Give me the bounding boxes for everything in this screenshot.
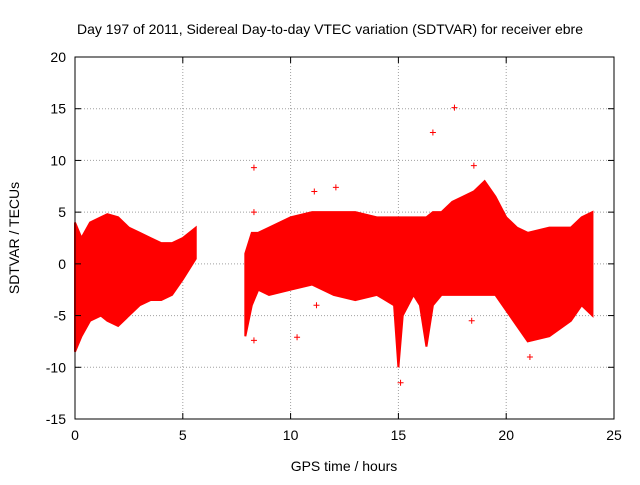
y-tick-label: 20 [50, 49, 66, 65]
y-tick-label: 5 [58, 204, 66, 220]
y-tick-label: -10 [46, 359, 66, 375]
y-tick-label: 10 [50, 152, 66, 168]
outlier-point [250, 164, 257, 171]
outlier-point [313, 302, 320, 309]
x-axis-label: GPS time / hours [291, 458, 398, 474]
outlier-point [451, 104, 458, 111]
y-tick-label: 0 [58, 256, 66, 272]
y-tick-label: -15 [46, 411, 66, 427]
y-axis-label: SDTVAR / TECUs [6, 182, 22, 294]
outlier-point [250, 209, 257, 216]
x-tick-label: 20 [498, 427, 514, 443]
x-tick-label: 0 [71, 427, 79, 443]
outlier-point [470, 162, 477, 169]
outlier-point [468, 317, 475, 324]
outlier-point [526, 353, 533, 360]
x-tick-label: 10 [283, 427, 299, 443]
y-tick-label: 15 [50, 101, 66, 117]
data-band-segment-2 [244, 179, 594, 368]
x-tick-label: 25 [606, 427, 622, 443]
outlier-point [332, 184, 339, 191]
y-tick-label: -5 [54, 308, 67, 324]
chart-title: Day 197 of 2011, Sidereal Day-to-day VTE… [77, 21, 583, 37]
outlier-point [429, 129, 436, 136]
plot-frame [74, 56, 615, 420]
data-band-segment-1 [74, 213, 197, 353]
outlier-point [397, 379, 404, 386]
outlier-point [294, 334, 301, 341]
x-tick-label: 15 [391, 427, 407, 443]
outlier-point [311, 188, 318, 195]
x-tick-label: 5 [179, 427, 187, 443]
outlier-point [250, 337, 257, 344]
